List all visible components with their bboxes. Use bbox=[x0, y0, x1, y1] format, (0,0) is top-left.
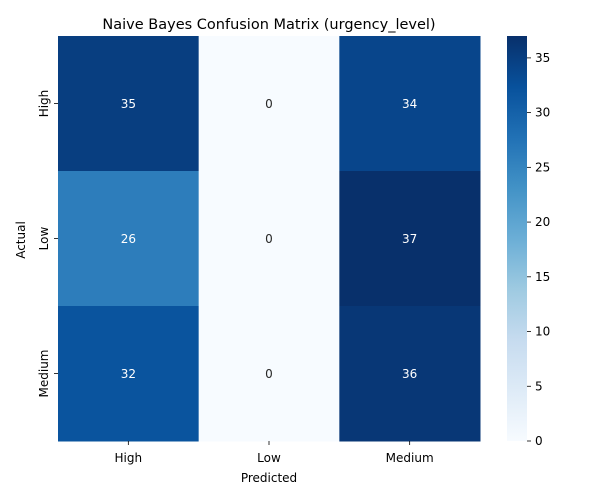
y-tick-label: Low bbox=[37, 227, 51, 251]
heatmap-cell bbox=[339, 306, 481, 442]
cell-value-label: 35 bbox=[121, 97, 136, 111]
colorbar-tick-label: 25 bbox=[535, 160, 550, 174]
y-tick-label: High bbox=[37, 90, 51, 118]
colorbar-ticks: 0 5 10 15 20 25 30 35 bbox=[527, 51, 550, 448]
colorbar-tick-label: 0 bbox=[535, 434, 543, 448]
colorbar-tick-label: 5 bbox=[535, 379, 543, 393]
x-tick-label: Medium bbox=[386, 451, 434, 465]
chart-title: Naive Bayes Confusion Matrix (urgency_le… bbox=[102, 17, 435, 33]
colorbar-gradient bbox=[507, 36, 527, 441]
colorbar-tick-label: 10 bbox=[535, 325, 550, 339]
cell-value-label: 26 bbox=[121, 232, 136, 246]
x-axis-label: Predicted bbox=[241, 471, 297, 485]
x-axis: High Low Medium bbox=[115, 441, 434, 465]
heatmap-cell bbox=[58, 171, 200, 307]
colorbar-tick-label: 15 bbox=[535, 270, 550, 284]
heatmap-cell bbox=[198, 171, 340, 307]
cell-value-label: 37 bbox=[402, 232, 417, 246]
heatmap-cell bbox=[339, 171, 481, 307]
colorbar-tick-label: 20 bbox=[535, 215, 550, 229]
heatmap-cell bbox=[58, 306, 200, 442]
heatmap-cell bbox=[198, 36, 340, 172]
colorbar bbox=[507, 36, 527, 441]
heatmap-cell-labels: 35 0 34 26 0 37 32 0 36 bbox=[121, 97, 418, 381]
heatmap-cell bbox=[198, 306, 340, 442]
cell-value-label: 32 bbox=[121, 367, 136, 381]
colorbar-tick-label: 35 bbox=[535, 51, 550, 65]
heatmap-cell bbox=[58, 36, 200, 172]
y-tick-label: Medium bbox=[37, 350, 51, 398]
colorbar-tick-label: 30 bbox=[535, 106, 550, 120]
cell-value-label: 36 bbox=[402, 367, 417, 381]
cell-value-label: 0 bbox=[265, 367, 273, 381]
cell-value-label: 0 bbox=[265, 97, 273, 111]
y-axis-label: Actual bbox=[14, 221, 28, 259]
y-axis: High Low Medium bbox=[37, 90, 58, 398]
heatmap-cell bbox=[339, 36, 481, 172]
heatmap-cells bbox=[58, 36, 481, 442]
cell-value-label: 34 bbox=[402, 97, 417, 111]
cell-value-label: 0 bbox=[265, 232, 273, 246]
x-tick-label: High bbox=[115, 451, 143, 465]
x-tick-label: Low bbox=[257, 451, 281, 465]
